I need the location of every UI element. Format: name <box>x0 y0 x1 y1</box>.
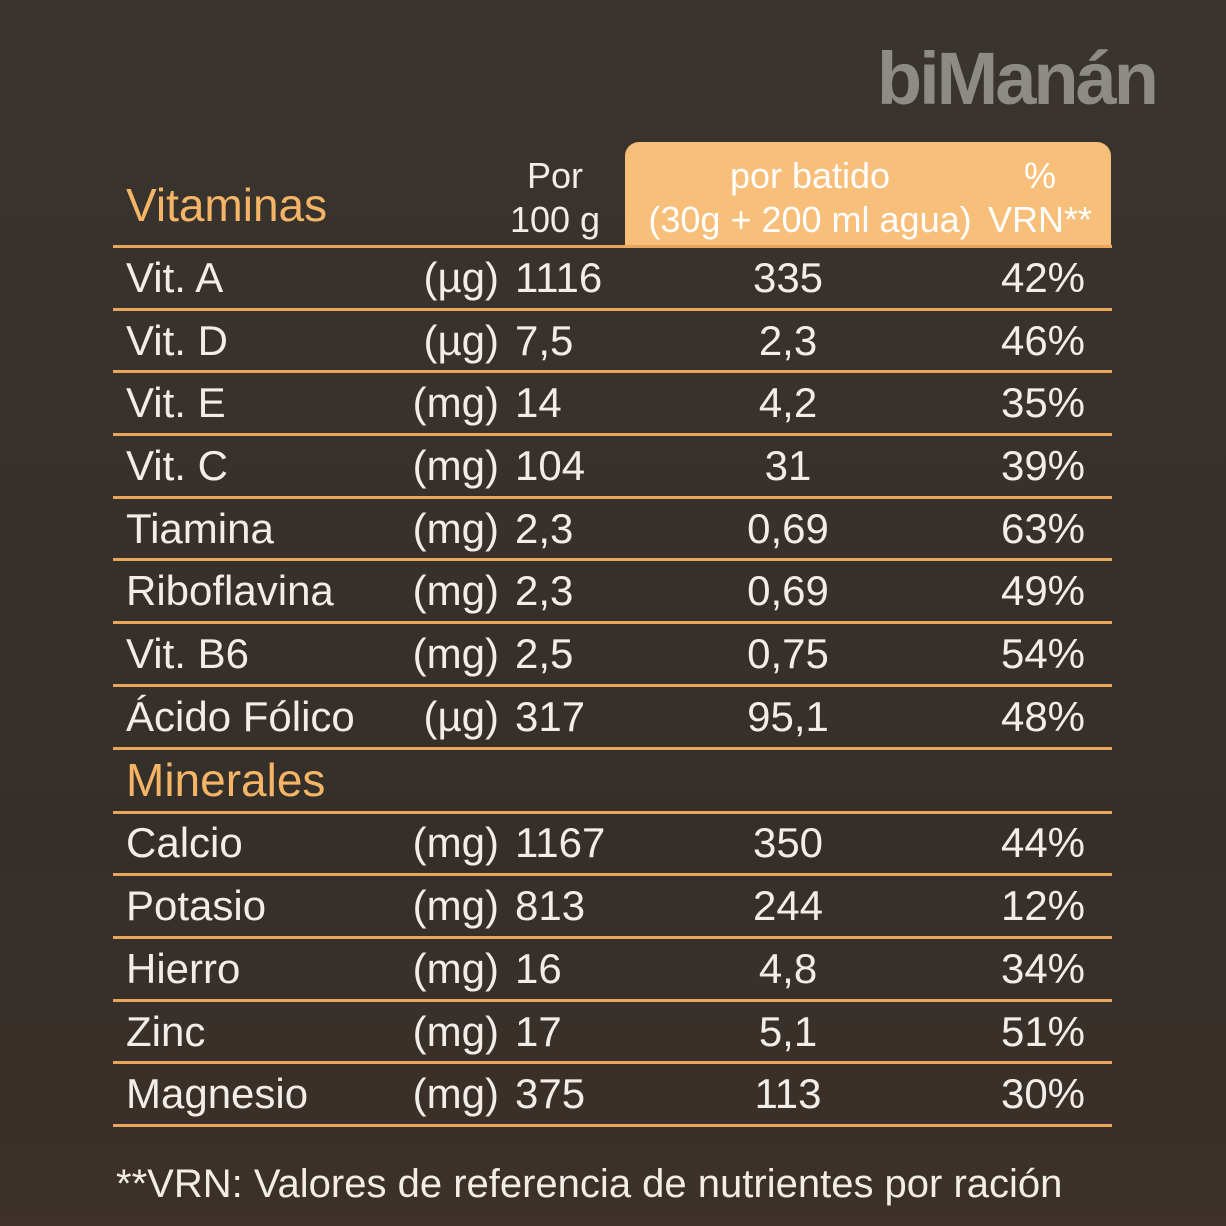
nutrient-name: Tiamina <box>126 504 274 552</box>
table-row: Potasio (mg) 813 244 12% <box>113 876 1112 939</box>
section-row: Minerales <box>113 750 1112 814</box>
table-row: Vit. D (µg) 7,5 2,3 46% <box>113 311 1112 374</box>
unit: (mg) <box>412 567 499 615</box>
footnote: **VRN: Valores de referencia de nutrient… <box>116 1162 1063 1206</box>
section-title: Minerales <box>126 754 326 807</box>
header-per100: Por 100 g <box>495 154 615 242</box>
unit: (mg) <box>412 1007 499 1055</box>
unit: (mg) <box>412 882 499 930</box>
per-100g: 2,3 <box>515 504 574 552</box>
header-line: % <box>1023 155 1056 196</box>
table-row: Magnesio (mg) 375 113 30% <box>113 1064 1112 1128</box>
nutrient-name: Magnesio <box>126 1070 309 1118</box>
unit: (mg) <box>412 1070 499 1118</box>
unit: (mg) <box>412 944 499 992</box>
table-row: Vit. C (mg) 104 31 39% <box>113 436 1112 499</box>
unit: (mg) <box>412 441 499 489</box>
unit: (µg) <box>423 253 499 301</box>
unit: (mg) <box>412 379 499 427</box>
header-vrn: % VRN** <box>985 154 1095 242</box>
nutrient-name: Potasio <box>126 882 267 930</box>
table-row: Calcio (mg) 1167 350 44% <box>113 814 1112 877</box>
nutrient-name: Vit. D <box>126 316 228 364</box>
table-row: Hierro (mg) 16 4,8 34% <box>113 939 1112 1002</box>
per-100g: 14 <box>515 379 562 427</box>
per-100g: 7,5 <box>515 316 574 364</box>
per-100g: 104 <box>515 441 586 489</box>
header-line: por batido <box>729 155 891 196</box>
header-line: 100 g <box>509 199 601 240</box>
per-100g: 317 <box>515 692 586 740</box>
table-row: Zinc (mg) 17 5,1 51% <box>113 1002 1112 1065</box>
nutrient-name: Vit. E <box>126 379 226 427</box>
section-title: Vitaminas <box>126 179 328 231</box>
unit: (µg) <box>423 692 499 740</box>
unit: (mg) <box>412 504 499 552</box>
rule <box>113 245 1112 248</box>
header-line: Por <box>526 155 584 196</box>
table-row: Vit. B6 (mg) 2,5 0,75 54% <box>113 624 1112 687</box>
nutrient-name: Vit. A <box>126 253 224 301</box>
header-line: (30g + 200 ml agua) <box>648 199 972 240</box>
unit: (µg) <box>423 316 499 364</box>
nutrient-name: Ácido Fólico <box>126 692 355 740</box>
nutrient-name: Hierro <box>126 944 241 992</box>
per-100g: 16 <box>515 944 562 992</box>
per-100g: 2,3 <box>515 567 574 615</box>
brand: biManán <box>876 37 1159 120</box>
header-box <box>625 142 1111 248</box>
per-100g: 2,5 <box>515 630 574 678</box>
per-100g: 1167 <box>515 819 606 867</box>
table-row: Vit. A (µg) 1116 335 42% <box>113 248 1112 311</box>
nutrient-name: Vit. B6 <box>126 630 249 678</box>
nutrient-name: Vit. C <box>126 441 228 489</box>
header-per-shake: por batido (30g + 200 ml agua) <box>630 154 990 242</box>
nutrient-name: Riboflavina <box>126 567 334 615</box>
table-row: Tiamina (mg) 2,3 0,69 63% <box>113 499 1112 562</box>
nutrient-name: Zinc <box>126 1007 206 1055</box>
table-row: Riboflavina (mg) 2,3 0,69 49% <box>113 562 1112 625</box>
per-100g: 813 <box>515 882 586 930</box>
header-line: VRN** <box>987 199 1093 240</box>
per-100g: 1116 <box>515 253 603 301</box>
nutrient-name: Calcio <box>126 819 243 867</box>
per-100g: 375 <box>515 1070 586 1118</box>
table-row: Vit. E (mg) 14 4,2 35% <box>113 373 1112 437</box>
unit: (mg) <box>412 630 499 678</box>
table-row: Ácido Fólico (µg) 317 95,1 48% <box>113 687 1112 750</box>
unit: (mg) <box>412 819 499 867</box>
per-100g: 17 <box>515 1007 562 1055</box>
